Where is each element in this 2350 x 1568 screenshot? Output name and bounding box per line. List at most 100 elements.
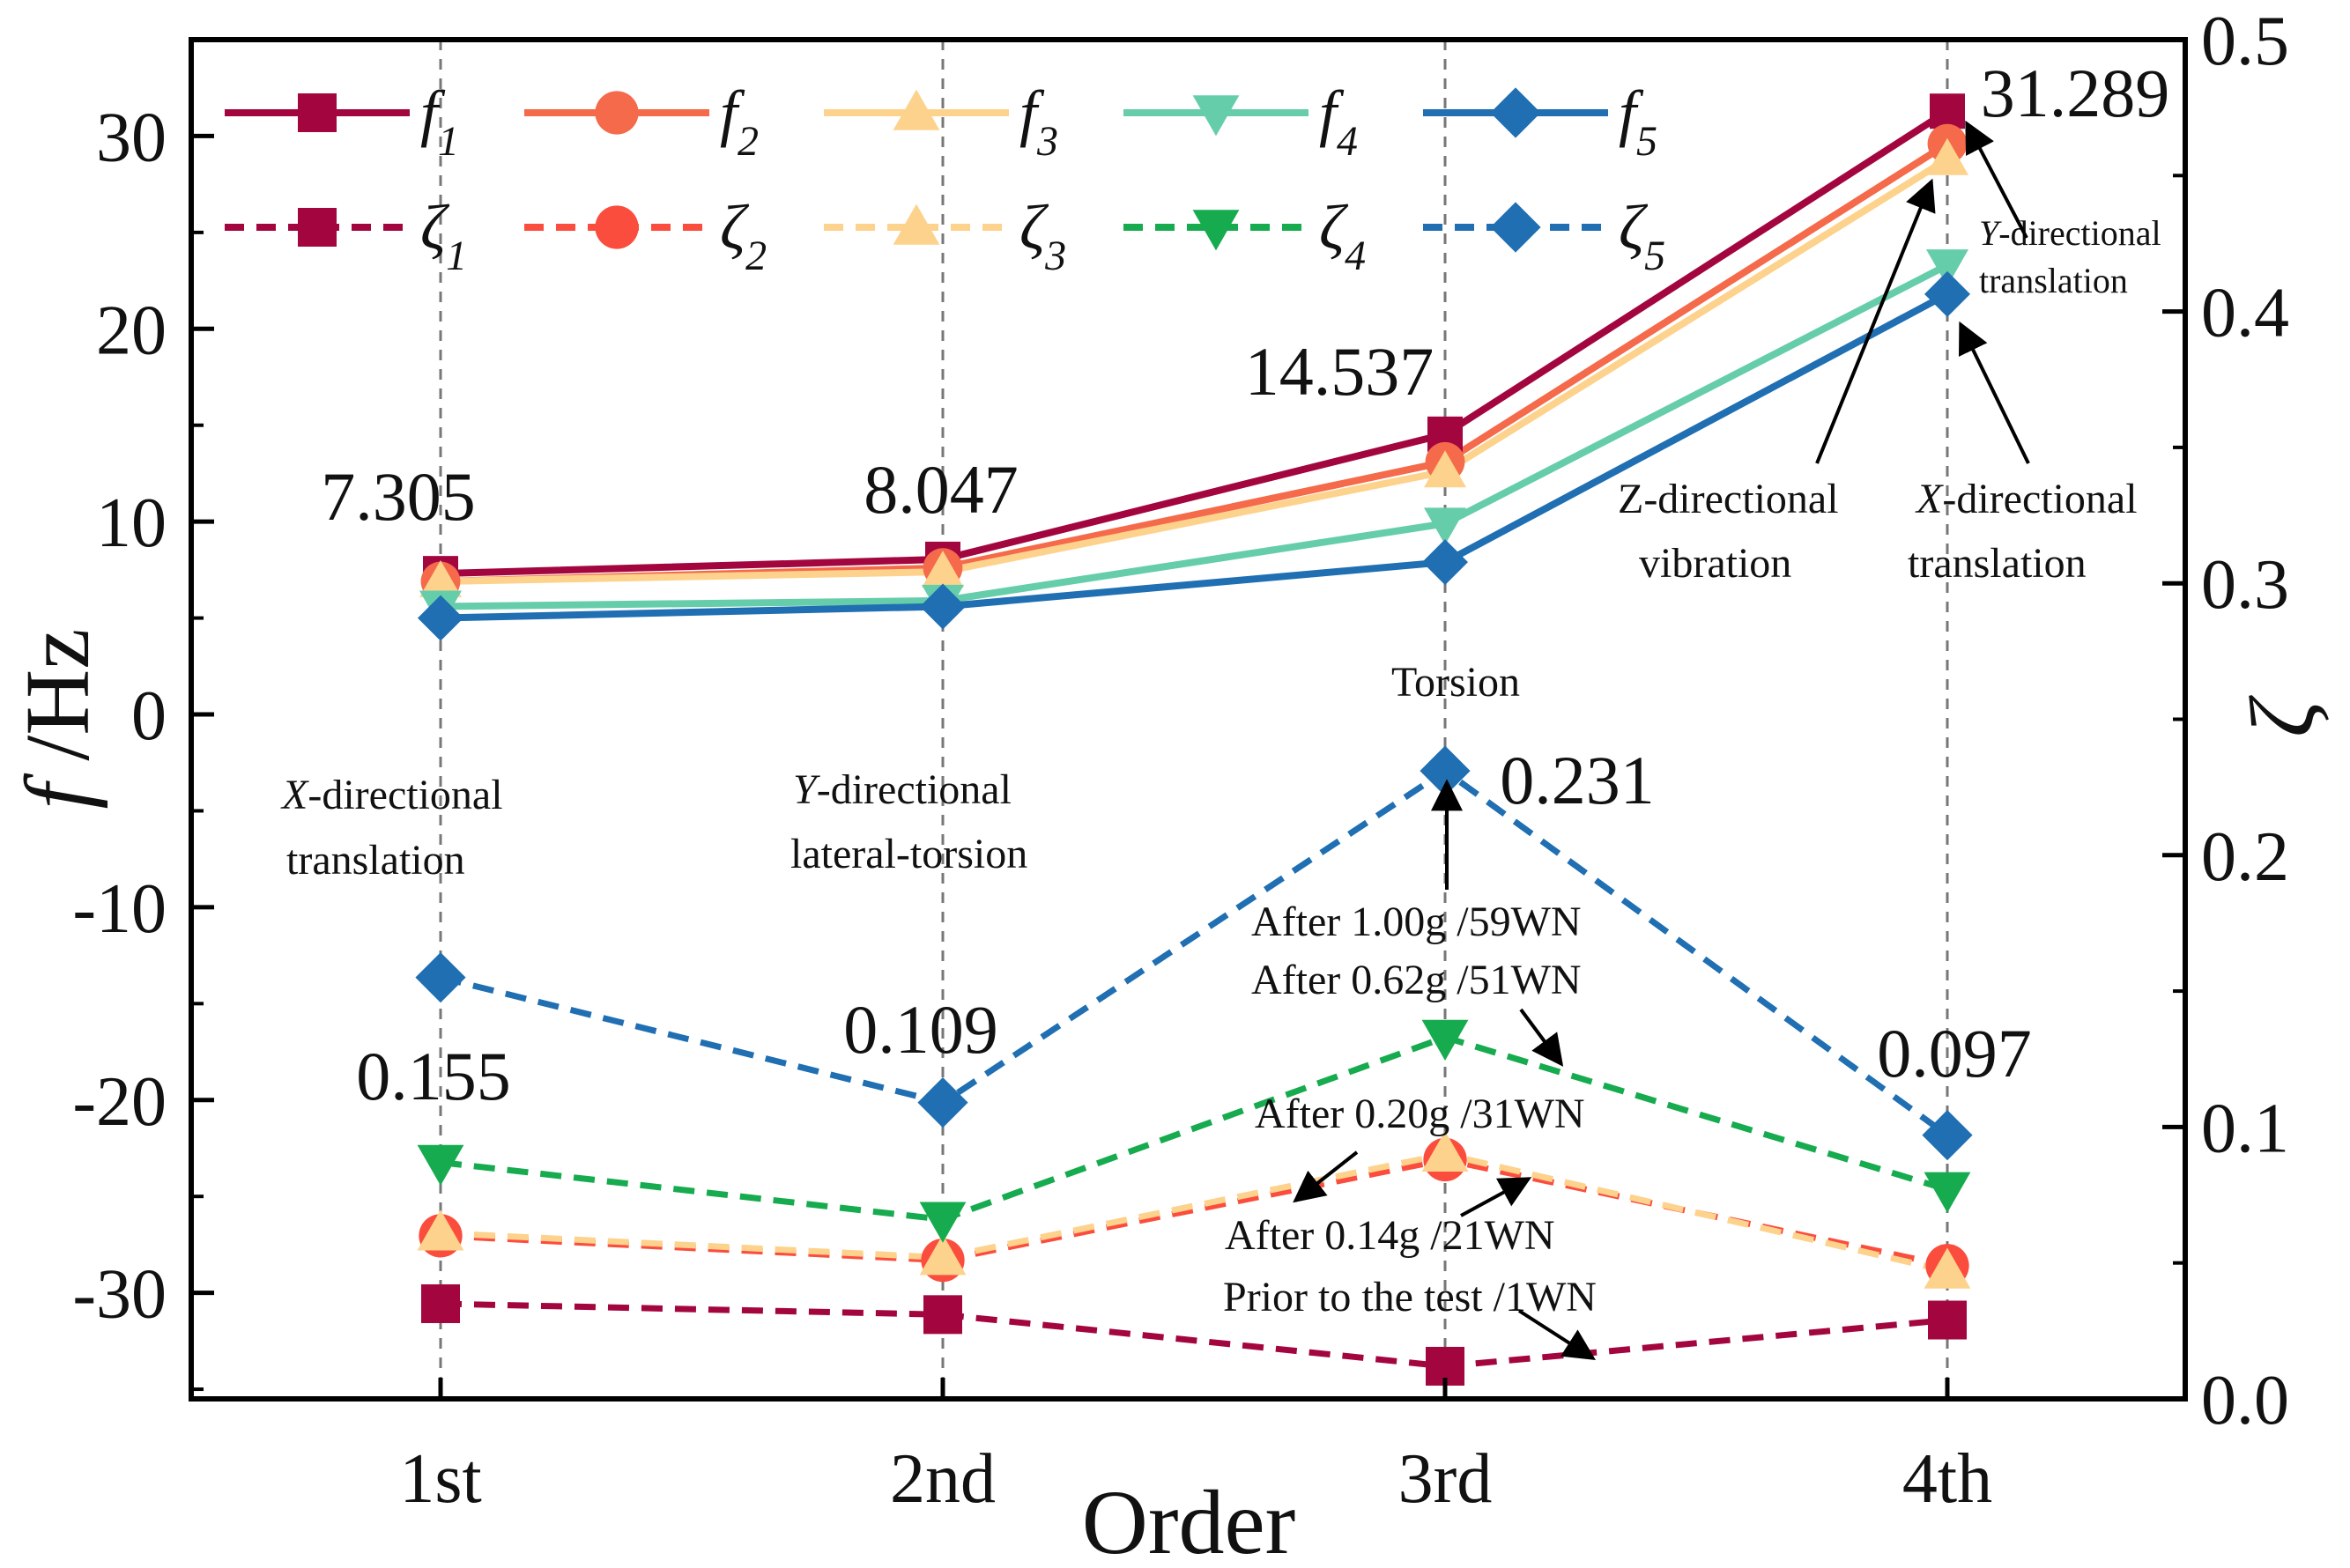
point-zeta5-1st [415, 952, 466, 1003]
mode-label-third: Torsion [1391, 659, 1520, 706]
value-label-f1-1st: 7.305 [321, 458, 476, 535]
point-zeta1-2nd [923, 1295, 962, 1335]
annotation-014g: After 0.14g /21WN [1225, 1212, 1555, 1259]
y-right-tick-label: 0.5 [2201, 3, 2289, 80]
legend-label-f1: f1 [420, 78, 459, 165]
mode-label-second-line2: lateral-torsion [790, 831, 1027, 877]
point-zeta1-4th [1928, 1300, 1967, 1340]
x-tick-label-4th: 4th [1902, 1440, 1992, 1518]
arrow-group [1293, 120, 2030, 1360]
point-f3-4th [1926, 137, 1968, 175]
grid-layer [439, 40, 1949, 1399]
y-left-tick-label: 30 [96, 99, 167, 176]
line-f5 [440, 291, 1949, 622]
arrow-y-translation [1965, 120, 2028, 239]
point-f3-3rd [1424, 450, 1466, 488]
legend-label-f4: f4 [1319, 78, 1358, 165]
mode-label-fourth-x-line1: X-directional [1915, 476, 2138, 522]
point-f5-2nd [920, 583, 966, 630]
line-f1 [440, 107, 1950, 578]
y-left-tick-label: -20 [72, 1063, 167, 1141]
value-label-z5-2nd: 0.109 [843, 991, 998, 1068]
legend-label-f2: f2 [720, 78, 759, 165]
legend-marker-f1 [298, 93, 337, 132]
x-tick-label-1st: 1st [399, 1440, 481, 1518]
legend-marker-zeta2 [595, 205, 639, 249]
point-f5-1st [418, 595, 463, 641]
point-f4-4th [1926, 249, 1968, 287]
mode-label-second-line1: Y-directional [793, 766, 1012, 813]
frequency-series-layer [418, 93, 1970, 641]
legend: f1 f2 f3 f4 f5 ζ1 ζ2 ζ3 ζ4 ζ5 [225, 78, 1665, 279]
legend-marker-f4 [1192, 95, 1240, 137]
arrow-z-vibration [1815, 178, 1936, 464]
arrow-prior [1517, 1309, 1597, 1360]
line-f3 [440, 156, 1950, 586]
y-right-tick-label: 0.2 [2201, 818, 2289, 896]
axis-layer: 30 20 10 0 -10 -20 -30 0.5 0.4 0.3 0.2 0.1 0.0 1st 2nd… [72, 3, 2289, 1518]
y-axis-title-left: f /Hz [7, 628, 108, 809]
legend-marker-f2 [595, 91, 639, 135]
arrow-014g [1460, 1177, 1532, 1217]
point-zeta1-1st [421, 1283, 460, 1323]
y-right-tick-label: 0.3 [2201, 546, 2289, 624]
point-zeta5-2nd [917, 1077, 968, 1128]
value-label-z5-1st: 0.155 [356, 1038, 511, 1114]
legend-marker-zeta5 [1490, 202, 1541, 253]
y-left-tick-label: -10 [72, 870, 167, 948]
y-right-tick-label: 0.1 [2201, 1090, 2289, 1167]
y-left-tick-label: 10 [96, 484, 167, 562]
value-label-z5-3rd: 0.231 [1500, 742, 1655, 818]
annotation-100g: After 1.00g /59WN [1251, 899, 1582, 945]
legend-marker-f3 [893, 89, 940, 130]
mode-label-first-line1: X-directional [280, 772, 503, 818]
x-tick-label-3rd: 3rd [1398, 1440, 1493, 1518]
point-zeta3-2nd [919, 1234, 967, 1276]
line-zeta1 [440, 1300, 1948, 1370]
legend-label-f5: f5 [1619, 78, 1657, 165]
point-zeta4-1st [417, 1144, 464, 1186]
line-f4 [440, 262, 1949, 610]
point-zeta3-1st [417, 1209, 464, 1251]
annotation-020g: After 0.20g /31WN [1255, 1091, 1585, 1137]
point-f5-4th [1924, 270, 1970, 317]
point-f1-4th [1930, 93, 1965, 129]
value-label-z5-4th: 0.097 [1877, 1015, 2032, 1091]
point-zeta5-4th [1922, 1110, 1973, 1161]
mode-label-fourth-y-line2: translation [1979, 261, 2128, 300]
arrow-062g [1519, 1008, 1564, 1067]
damping-series-layer [415, 745, 1973, 1386]
y-right-tick-label: 0.0 [2201, 1362, 2289, 1439]
point-zeta4-3rd [1421, 1019, 1469, 1061]
y-left-tick-label: -30 [72, 1256, 167, 1334]
point-zeta4-2nd [919, 1202, 967, 1243]
legend-marker-zeta1 [298, 208, 337, 247]
value-label-f1-2nd: 8.047 [864, 451, 1019, 528]
legend-marker-f5 [1490, 87, 1541, 138]
point-zeta3-3rd [1421, 1130, 1469, 1172]
line-zeta3 [440, 1150, 1948, 1275]
point-f5-3rd [1422, 539, 1468, 586]
point-zeta3-4th [1924, 1247, 1971, 1289]
legend-label-f3: f3 [1019, 78, 1058, 165]
line-zeta5 [440, 766, 1950, 1138]
mode-label-fourth-z-line1: Z-directional [1618, 476, 1839, 522]
annotation-062g: After 0.62g /51WN [1251, 957, 1582, 1003]
x-axis-title: Order [1082, 1472, 1296, 1568]
line-zeta4 [440, 1033, 1949, 1223]
y-right-tick-label: 0.4 [2201, 275, 2289, 352]
arrow-020g [1293, 1150, 1359, 1203]
legend-label-zeta2: ζ2 [720, 192, 767, 279]
legend-marker-zeta4 [1192, 210, 1240, 251]
legend-marker-zeta3 [893, 203, 940, 245]
x-tick-label-2nd: 2nd [890, 1440, 996, 1518]
plot-frame [189, 37, 2188, 1402]
y-axis-title-right: ζ [2232, 695, 2333, 737]
mode-label-fourth-y-line1: Y-directional [1979, 213, 2161, 253]
legend-label-zeta1: ζ1 [420, 192, 467, 279]
y-left-tick-label: 20 [96, 292, 167, 369]
mode-label-first-line2: translation [286, 837, 465, 884]
y-left-tick-label: 0 [131, 677, 167, 755]
point-f4-3rd [1424, 507, 1466, 545]
value-label-f1-4th: 31.289 [1981, 55, 2170, 131]
